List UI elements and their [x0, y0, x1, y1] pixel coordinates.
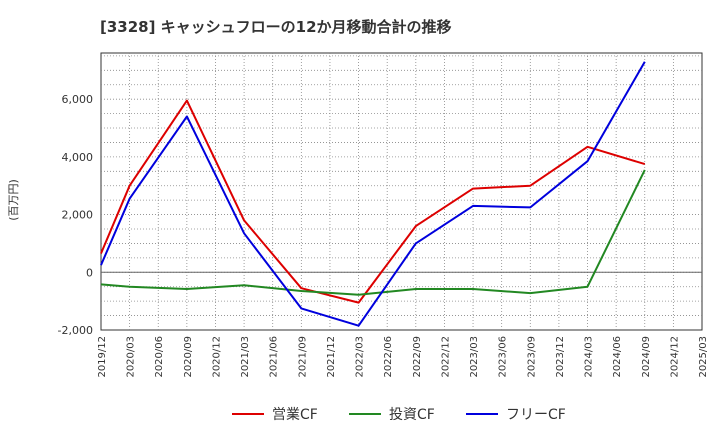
x-tick-label: 2021/06: [269, 336, 280, 378]
series-line-投資CF: [100, 169, 646, 296]
y-axis-label: (百万円): [7, 179, 20, 221]
series-line-営業CF: [100, 99, 646, 304]
x-tick-label: 2024/06: [612, 336, 623, 378]
x-tick-label: 2022/12: [440, 336, 451, 378]
x-tick-label: 2024/09: [641, 336, 652, 378]
x-tick-label: 2025/03: [698, 336, 709, 378]
y-tick-label: 2,000: [62, 209, 94, 222]
x-tick-label: 2023/12: [555, 336, 566, 378]
x-tick-label: 2022/03: [355, 336, 366, 378]
series-line-フリーCF: [100, 61, 646, 327]
x-tick-label: 2021/12: [326, 336, 337, 378]
legend-label: フリーCF: [506, 407, 566, 423]
x-tick-label: 2023/03: [469, 336, 480, 378]
x-tick-label: 2021/09: [297, 336, 308, 378]
x-tick-label: 2020/06: [154, 336, 165, 378]
legend-label: 営業CF: [272, 407, 318, 423]
y-ticks: -2,000 0 2,000 4,000 6,000: [58, 93, 93, 337]
legend: 営業CF 投資CF フリーCF: [232, 407, 566, 423]
x-tick-label: 2020/12: [211, 336, 222, 378]
x-tick-label: 2023/06: [498, 336, 509, 378]
y-tick-label: 4,000: [62, 151, 94, 164]
series-lines: [100, 61, 646, 327]
x-tick-label: 2022/09: [412, 336, 423, 378]
x-ticks: 2019/12 2020/03 2020/06 2020/09 2020/12 2021/…: [97, 336, 709, 378]
x-tick-label: 2019/12: [97, 336, 108, 378]
x-tick-label: 2023/09: [526, 336, 537, 378]
y-tick-label: 6,000: [62, 93, 94, 106]
x-tick-label: 2020/03: [126, 336, 137, 378]
y-tick-label: 0: [86, 266, 93, 279]
grid: [101, 53, 702, 330]
y-tick-label: -2,000: [58, 324, 93, 337]
chart-title: [3328] キャッシュフローの12か月移動合計の推移: [100, 18, 452, 36]
x-tick-label: 2021/03: [240, 336, 251, 378]
x-tick-label: 2024/03: [584, 336, 595, 378]
x-tick-label: 2022/06: [383, 336, 394, 378]
x-tick-label: 2020/09: [183, 336, 194, 378]
legend-label: 投資CF: [389, 407, 435, 423]
x-tick-label: 2024/12: [669, 336, 680, 378]
